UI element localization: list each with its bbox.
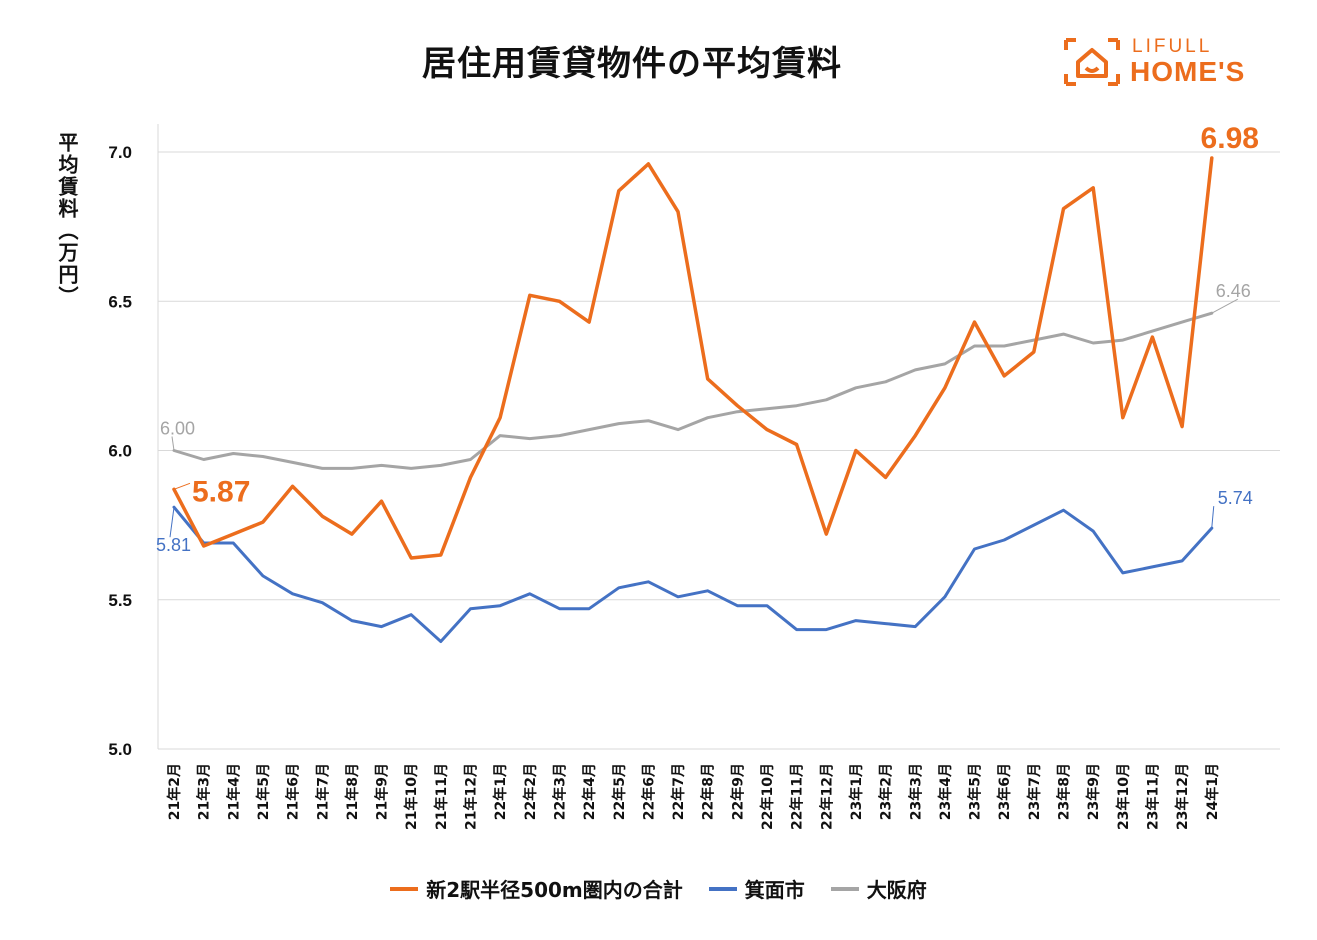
series-line <box>172 156 1214 560</box>
lifull-homes-logo: LIFULL HOME'S <box>1062 36 1292 88</box>
y-axis-label: 平均賃料（万円） <box>55 132 79 308</box>
x-tick-label: 22年7月 <box>670 763 687 820</box>
x-tick-label: 22年6月 <box>640 763 657 820</box>
y-tick-label: 5.5 <box>108 591 132 610</box>
data-annotations: 5.87 6.98 5.81 5.74 6.00 6.46 <box>156 122 1259 555</box>
legend-swatch <box>708 886 737 891</box>
x-tick-label: 22年9月 <box>729 763 746 820</box>
x-tick-label: 23年7月 <box>1026 763 1043 820</box>
series-lines <box>172 156 1214 643</box>
annotation-label: 5.87 <box>192 475 250 508</box>
legend-swatch <box>390 886 419 891</box>
x-tick-label: 22年2月 <box>522 763 539 820</box>
x-tick-label: 21年6月 <box>285 763 302 820</box>
x-tick-label: 23年11月 <box>1144 763 1161 830</box>
x-tick-label: 22年8月 <box>700 763 717 820</box>
x-tick-label: 24年1月 <box>1204 763 1221 820</box>
x-tick-label: 23年2月 <box>878 763 895 820</box>
x-tick-label: 22年11月 <box>789 763 806 830</box>
x-tick-label: 23年1月 <box>848 763 865 820</box>
x-tick-label: 21年8月 <box>344 763 361 820</box>
y-tick-label: 6.0 <box>108 442 132 461</box>
annotation-label: 6.98 <box>1201 122 1259 155</box>
x-tick-label: 22年1月 <box>492 763 509 820</box>
x-tick-label: 22年12月 <box>818 763 835 830</box>
series-line <box>172 311 1214 470</box>
chart-title: 居住用賃貸物件の平均賃料 <box>422 44 842 84</box>
legend: 新2駅半径500m圏内の合計 箕面市 大阪府 <box>0 874 1317 903</box>
annotation-leader <box>171 436 175 451</box>
annotation-label: 6.46 <box>1216 281 1251 301</box>
grid-lines <box>158 151 1280 750</box>
x-tick-label: 21年12月 <box>463 763 480 830</box>
x-tick-label: 21年5月 <box>255 763 272 820</box>
x-tick-label: 21年4月 <box>225 763 242 820</box>
x-tick-label: 22年4月 <box>581 763 598 820</box>
series-line <box>172 505 1214 643</box>
y-tick-label: 7.0 <box>108 143 132 162</box>
x-tick-label: 23年9月 <box>1085 763 1102 820</box>
legend-label: 箕面市 <box>744 878 805 902</box>
legend-label: 新2駅半径500m圏内の合計 <box>426 878 683 902</box>
annotation-leader <box>1211 298 1238 314</box>
annotation-leader <box>1211 506 1215 529</box>
x-tick-label: 23年12月 <box>1174 763 1191 830</box>
legend-item: 大阪府 <box>830 874 927 903</box>
annotation-label: 5.81 <box>156 535 191 555</box>
x-tick-label: 22年10月 <box>759 763 776 830</box>
x-tick-label: 23年10月 <box>1115 763 1132 830</box>
annotation-label: 6.00 <box>160 419 195 439</box>
logo-text-homes: HOME'S <box>1130 56 1246 87</box>
y-tick-labels: 5.0 5.5 6.0 6.5 7.0 <box>108 143 132 759</box>
annotation-leader <box>169 507 175 538</box>
logo-text-lifull: LIFULL <box>1132 36 1213 57</box>
x-tick-label: 23年8月 <box>1056 763 1073 820</box>
line-chart: 5.0 5.5 6.0 6.5 7.0 21年2月 21年3月 21年4月 21年5月 21年6… <box>108 122 1280 830</box>
x-tick-label: 23年6月 <box>996 763 1013 820</box>
x-tick-label: 21年9月 <box>374 763 391 820</box>
annotation-leader <box>173 482 191 490</box>
x-tick-labels: 21年2月 21年3月 21年4月 21年5月 21年6月 21年7月 21年8月 21年9月… <box>166 763 1221 830</box>
x-tick-label: 21年7月 <box>314 763 331 820</box>
x-tick-label: 21年11月 <box>433 763 450 830</box>
house-logo-icon <box>1064 38 1120 86</box>
annotation-label: 5.74 <box>1218 488 1253 508</box>
x-tick-label: 23年4月 <box>937 763 954 820</box>
x-tick-label: 21年3月 <box>196 763 213 820</box>
y-tick-label: 5.0 <box>108 740 132 759</box>
x-tick-label: 23年3月 <box>907 763 924 820</box>
legend-swatch <box>830 886 859 891</box>
x-tick-label: 23年5月 <box>967 763 984 820</box>
x-tick-label: 21年10月 <box>403 763 420 830</box>
x-tick-label: 22年5月 <box>611 763 628 820</box>
legend-item: 箕面市 <box>708 874 805 903</box>
legend-label: 大阪府 <box>866 878 927 902</box>
x-tick-label: 21年2月 <box>166 763 183 820</box>
x-tick-label: 22年3月 <box>551 763 568 820</box>
legend-item: 新2駅半径500m圏内の合計 <box>390 874 683 903</box>
y-tick-label: 6.5 <box>108 292 132 311</box>
